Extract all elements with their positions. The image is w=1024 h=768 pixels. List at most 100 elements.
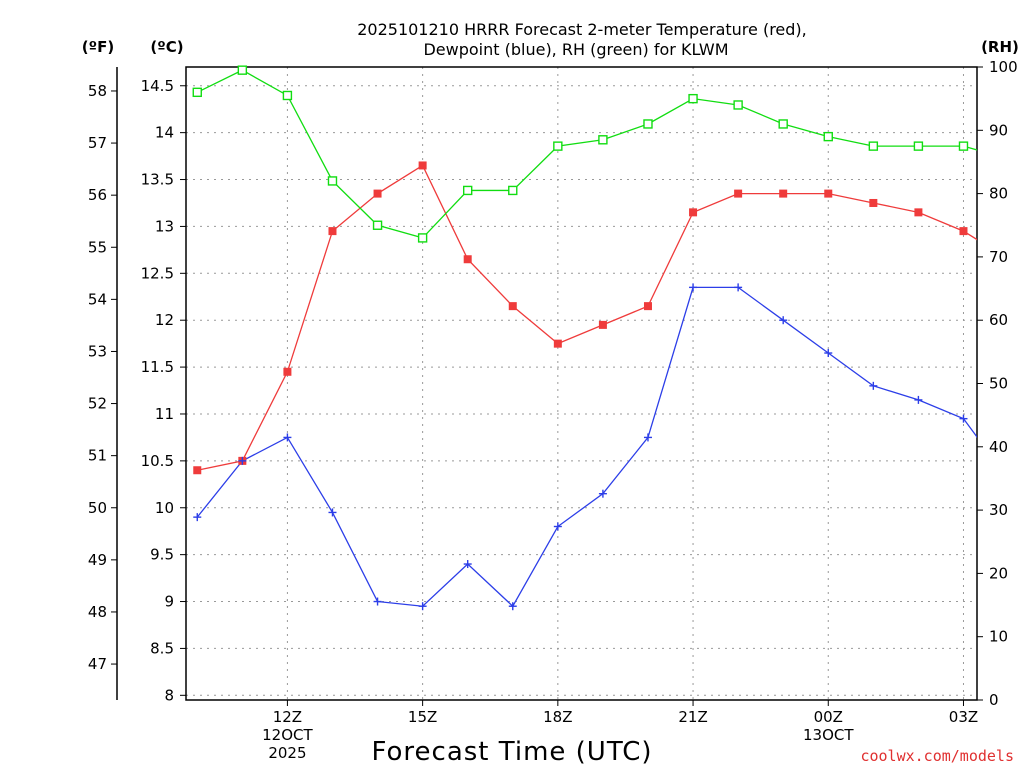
temperature-point [598, 320, 607, 329]
fahrenheit-tick-label: 48 [88, 603, 107, 621]
celsius-tick-label: 12.5 [141, 264, 174, 282]
x-tick-label: 2025 [268, 744, 306, 762]
rh-point [372, 220, 383, 230]
temperature-point [373, 189, 382, 198]
fahrenheit-tick-label: 50 [88, 499, 107, 517]
temperature-point [824, 189, 833, 198]
rh-point [778, 119, 788, 129]
rh-point [553, 141, 563, 151]
rh-tick-label: 40 [989, 438, 1008, 456]
temperature-point [193, 466, 202, 475]
dewpoint-point [734, 283, 743, 292]
temperature-line [197, 164, 977, 471]
celsius-axis-unit: (ºC) [150, 38, 183, 56]
x-tick-label: 15Z [408, 708, 437, 726]
temperature-point [959, 227, 968, 236]
rh-axis-unit: (RH) [981, 38, 1019, 56]
celsius-tick-label: 8 [164, 686, 174, 704]
rh-line [196, 69, 977, 239]
celsius-tick-label: 11 [155, 405, 174, 423]
dewpoint-point [553, 522, 562, 531]
celsius-tick-label: 9.5 [150, 546, 174, 564]
celsius-tick-label: 10 [155, 499, 174, 517]
rh-point [868, 141, 879, 151]
rh-tick-label: 100 [989, 58, 1018, 76]
fahrenheit-tick-label: 47 [88, 655, 107, 673]
tick-labels: 8 8.5 9 9.5 10 10.5 11 11.5 12 12.5 13 13.5 14 14.5 47… [88, 58, 1018, 762]
x-axis-title: Forecast Time (UTC) [371, 737, 652, 767]
dewpoint-point [373, 597, 382, 606]
rh-tick-label: 70 [989, 248, 1008, 266]
rh-tick-label: 20 [989, 564, 1008, 582]
x-tick-label: 12OCT [262, 726, 313, 744]
dewpoint-point [869, 381, 878, 390]
rh-point [327, 176, 338, 186]
series-markers [192, 65, 1013, 611]
axes [116, 66, 978, 701]
fahrenheit-tick-label: 52 [88, 395, 107, 413]
rh-tick-label: 30 [989, 501, 1008, 519]
fahrenheit-tick-label: 56 [88, 186, 107, 204]
dewpoint-line [196, 286, 977, 608]
dewpoint-point [283, 433, 292, 442]
x-tick-label: 00Z [814, 708, 843, 726]
series-lines [196, 69, 977, 608]
dewpoint-point [779, 316, 788, 325]
rh-point [192, 87, 202, 98]
temperature-point [553, 339, 562, 348]
rh-point [508, 185, 518, 196]
rh-tick-label: 0 [989, 691, 999, 709]
rh-point [688, 93, 698, 104]
x-tick-label: 18Z [543, 708, 572, 726]
dewpoint-point [914, 395, 923, 404]
fahrenheit-tick-label: 57 [88, 134, 107, 152]
dewpoint-point [824, 349, 833, 358]
rh-tick-label: 90 [989, 121, 1008, 139]
temperature-point [418, 161, 427, 170]
temperature-point [869, 198, 878, 207]
fahrenheit-tick-label: 53 [88, 342, 107, 360]
dewpoint-point [508, 602, 517, 611]
credit-label: coolwx.com/models [860, 747, 1014, 765]
temperature-point [283, 367, 292, 376]
fahrenheit-tick-label: 54 [88, 290, 107, 308]
dewpoint-point [643, 433, 652, 442]
celsius-tick-label: 8.5 [150, 639, 174, 657]
fahrenheit-tick-label: 51 [88, 447, 107, 465]
fahrenheit-axis-unit: (ºF) [82, 38, 114, 56]
plot-frame [185, 66, 978, 701]
grid-lines [186, 67, 977, 700]
fahrenheit-tick-label: 55 [88, 238, 107, 256]
dewpoint-point [463, 560, 472, 569]
celsius-tick-label: 13.5 [141, 171, 174, 189]
celsius-tick-label: 14 [155, 124, 174, 142]
temperature-point [508, 302, 517, 311]
temperature-point [463, 255, 472, 264]
dewpoint-point [193, 513, 202, 522]
dewpoint-point [598, 489, 607, 498]
rh-tick-label: 80 [989, 185, 1008, 203]
temperature-point [643, 302, 652, 311]
rh-tick-label: 10 [989, 628, 1008, 646]
chart-title-line-2: Dewpoint (blue), RH (green) for KLWM [423, 40, 728, 59]
dewpoint-point [418, 602, 427, 611]
temperature-point [328, 227, 337, 236]
rh-point [417, 233, 428, 243]
x-tick-label: 12Z [273, 708, 302, 726]
celsius-tick-label: 12 [155, 311, 174, 329]
rh-point [733, 100, 743, 110]
dewpoint-point [238, 456, 247, 465]
dewpoint-point [1005, 476, 1013, 484]
rh-point [237, 65, 248, 75]
temperature-point [689, 208, 698, 217]
x-tick-label: 21Z [678, 708, 707, 726]
rh-point [462, 185, 473, 196]
rh-tick-label: 60 [989, 311, 1008, 329]
rh-point [958, 141, 969, 151]
rh-point [282, 90, 293, 101]
fahrenheit-tick-label: 58 [88, 82, 107, 100]
x-tick-label: 03Z [949, 708, 978, 726]
celsius-tick-label: 10.5 [141, 452, 174, 470]
celsius-tick-label: 14.5 [141, 77, 174, 95]
